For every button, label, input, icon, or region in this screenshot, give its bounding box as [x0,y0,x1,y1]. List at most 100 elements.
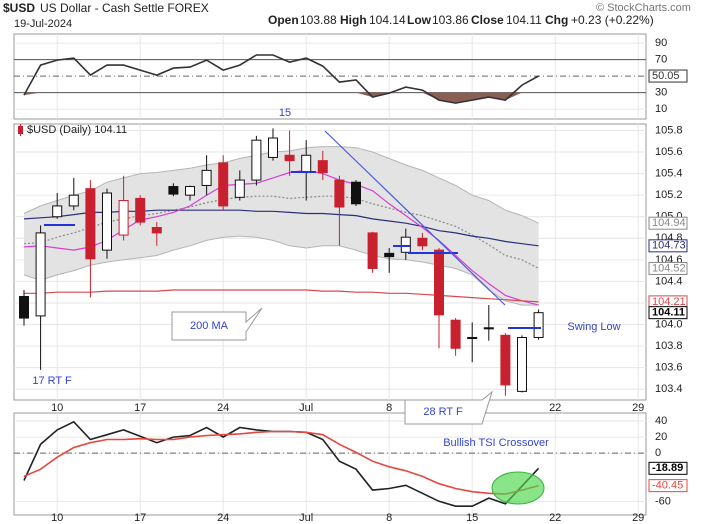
candle-body [483,327,494,330]
y-tick-label: 103.6 [655,362,683,374]
series-line [24,289,539,303]
y-tick-label: 105.4 [655,168,683,180]
trend-line [324,130,506,306]
value-box-label: 104.11 [652,307,685,319]
x-tick-label: 10 [51,402,63,414]
candle-body [68,194,79,207]
y-tick-label: 105.8 [655,124,683,136]
date: 19-Jul-2024 [14,18,72,30]
y-tick-label: 103.4 [655,383,683,395]
plot-layer: 90703010105.8105.6105.4105.2105.0104.810… [14,34,683,524]
x-tick-label: Jul [299,402,313,414]
quote-label: Close [471,13,504,27]
quote-label: Open [268,13,299,27]
value-box [648,216,688,230]
series-line [23,54,539,104]
highlight-ellipse [491,471,545,505]
candle-body [251,139,262,181]
y-tick-label: 70 [655,53,667,65]
candle-body [268,137,278,158]
bollinger-area [24,146,539,306]
candle-body [351,181,361,205]
x-tick-label: 24 [217,402,229,414]
callout-box [171,307,263,341]
quote-value: 104.11 [506,13,542,27]
x-tick-label: 22 [549,512,561,524]
quote-value: 103.88 [300,13,337,27]
candle-body [467,336,478,340]
x-tick-label: 24 [217,512,229,524]
y-tick-label: 105.2 [655,189,683,201]
candle-body [102,192,112,251]
candle-body [284,154,295,162]
symbol: $USD [3,1,35,15]
x-tick-label: 8 [386,512,392,524]
watermark: © StockCharts.com [596,2,691,14]
annotation: Swing Low [567,321,620,333]
candle-body [151,227,162,234]
x-tick-label: 22 [549,402,561,414]
y-tick-label: 105.6 [655,146,683,158]
candle-body [118,200,129,236]
value-box [648,306,688,320]
value-box-label: 104.52 [652,262,686,274]
annotation: 200 MA [190,320,229,332]
value-box [648,239,688,253]
y-tick-label: 30 [655,86,667,98]
candle-body [19,296,29,319]
value-box [648,479,688,493]
value-box-label: 104.73 [652,240,686,252]
callout-box [404,390,493,425]
annotation: 15 [279,107,291,119]
overlay-layer: $USD (Daily) 104.11 50.05104.94104.73104… [18,69,688,493]
x-tick-label: 8 [386,402,392,414]
y-tick-label: 103.8 [655,340,683,352]
candle-body [417,237,428,247]
x-tick-label: 10 [51,512,63,524]
drawings [44,130,545,505]
annotation: 17 RT F [32,375,72,387]
y-tick-label: 40 [655,415,667,427]
value-box-label: 104.94 [652,217,686,229]
candle-body [168,186,179,195]
quote-label: Low [407,13,432,27]
value-box-label: -18.89 [652,462,683,474]
x-tick-label: 29 [632,402,644,414]
y-tick-label: 104.4 [655,275,683,287]
series-line [23,430,539,495]
value-box [648,261,688,275]
candle-body [334,179,345,208]
candle-body [400,236,411,253]
x-tick-label: 17 [134,402,146,414]
candle-body [517,336,527,392]
y-tick-label: 90 [655,37,667,49]
candle-body [434,249,444,316]
candle-body [52,205,63,218]
x-tick-label: Jul [299,512,313,524]
quote-value: +0.23 (+0.22%) [571,13,654,27]
quote-label: High [340,13,367,27]
value-box-label: 104.21 [652,296,686,308]
candle-body [317,160,328,174]
candle-body [450,319,461,349]
value-box [648,461,688,475]
quote-value: 104.14 [369,13,406,27]
x-tick-label: 15 [466,512,478,524]
panel-frame [13,123,647,401]
annotation: Bullish TSI Crossover [443,437,549,449]
quote-label: Chg [545,13,568,27]
candle-body [85,188,96,260]
candle-body [500,334,511,386]
y-tick-label: 0 [655,447,661,459]
candle-body [301,154,312,174]
instrument-name: US Dollar - Cash Settle FOREX [40,1,209,15]
panel-frame [13,412,647,516]
y-tick-label: -60 [655,495,671,507]
candle-body [384,252,395,258]
y-tick-label: 104.0 [655,318,683,330]
candle-body [218,162,229,207]
candle-body [135,197,146,223]
value-box-label: 50.05 [652,70,680,82]
series-line [23,146,539,224]
candle-body [533,312,544,338]
